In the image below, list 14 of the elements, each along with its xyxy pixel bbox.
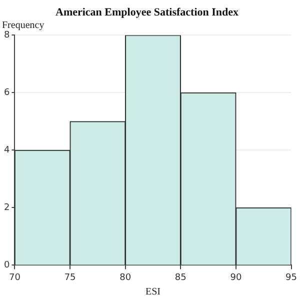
x-tick-label: 85 xyxy=(174,272,186,283)
x-tick-label: 70 xyxy=(9,272,21,283)
x-axis-title: ESI xyxy=(146,286,160,298)
y-tick-label: 2 xyxy=(4,203,10,214)
y-tick-label: 6 xyxy=(4,88,10,98)
y-tick-label: 0 xyxy=(4,260,10,271)
x-tick-label: 80 xyxy=(120,272,132,283)
y-axis-title: Frequency xyxy=(2,20,44,31)
chart-title: American Employee Satisfaction Index xyxy=(55,6,240,18)
x-tick-label: 95 xyxy=(286,272,297,283)
x-tick-label: 75 xyxy=(64,272,76,283)
x-tick-label: 90 xyxy=(230,272,242,283)
y-tick-label: 8 xyxy=(4,30,10,41)
y-tick-label: 4 xyxy=(4,146,10,156)
